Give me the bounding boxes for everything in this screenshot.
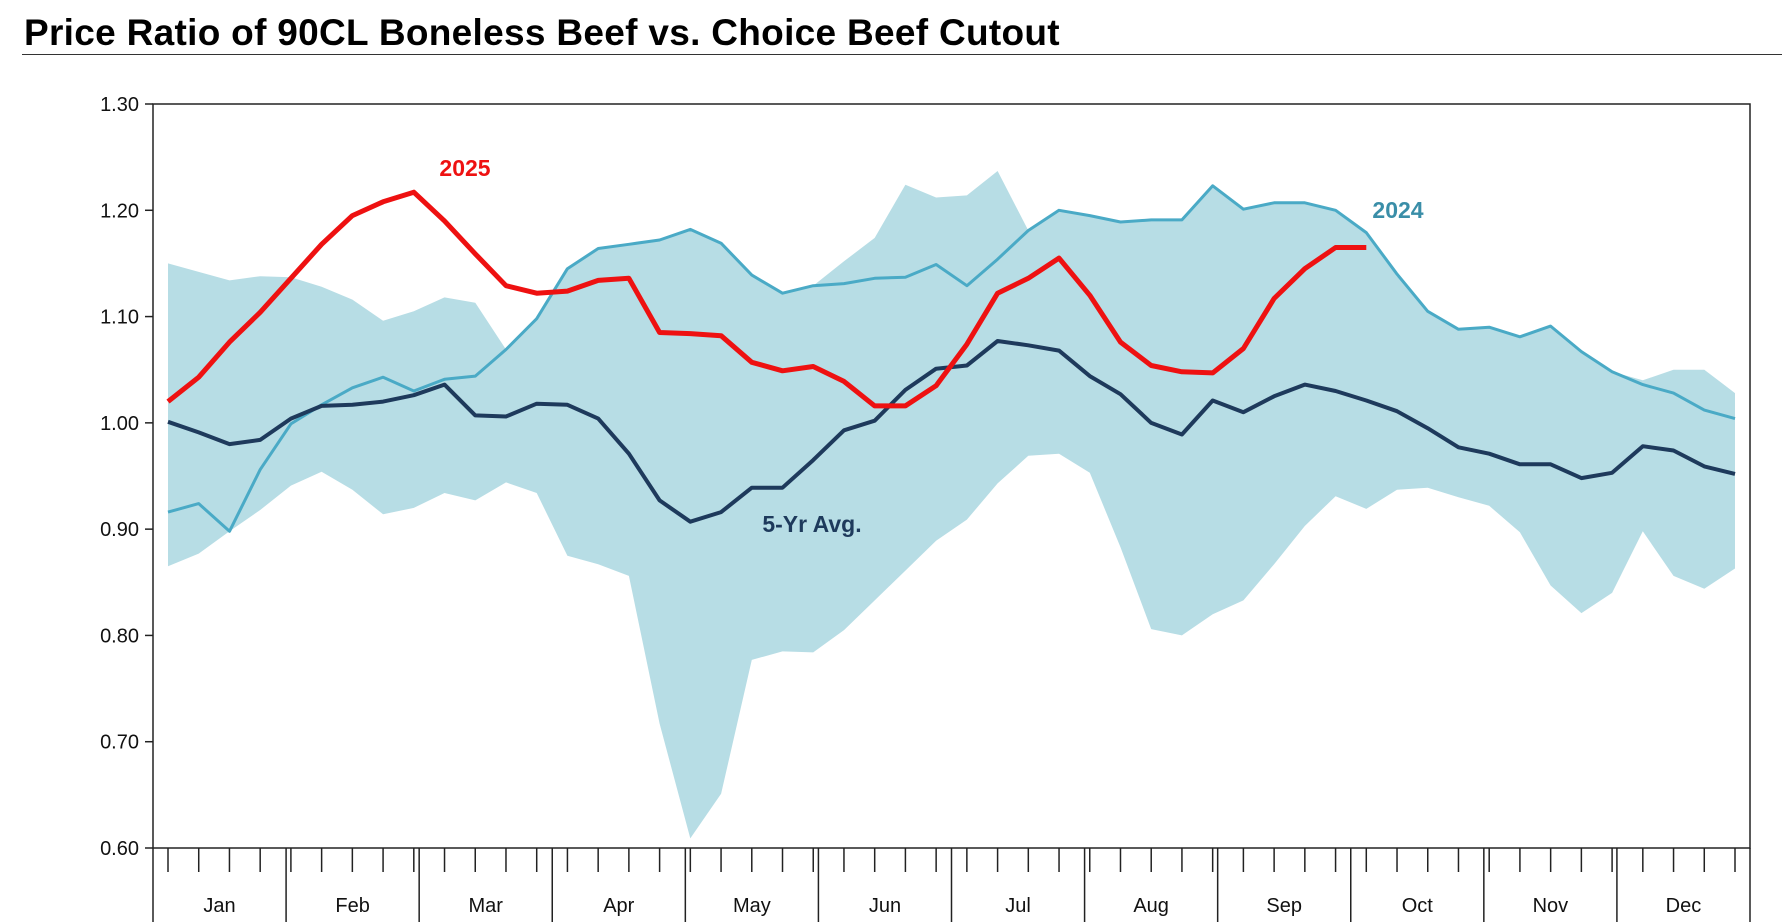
- title-divider: [22, 54, 1782, 55]
- y-tick-label: 0.60: [100, 838, 139, 860]
- series-2025-line: [166, 189, 1367, 409]
- x-month-label: Sep: [1266, 895, 1302, 917]
- annotation-layer: 2025 2024 5-Yr Avg.: [439, 155, 1423, 537]
- series-layer: [166, 184, 1736, 533]
- x-month-label: Dec: [1666, 895, 1702, 917]
- x-month-label: Jun: [869, 895, 901, 917]
- x-month-label: Jan: [203, 895, 235, 917]
- range-band-area: [168, 171, 1735, 839]
- chart-title: Price Ratio of 90CL Boneless Beef vs. Ch…: [24, 12, 1060, 53]
- label-5yr-avg: 5-Yr Avg.: [762, 511, 861, 537]
- x-month-label: Nov: [1533, 895, 1569, 917]
- x-month-label: Apr: [603, 895, 634, 917]
- x-month-label: Aug: [1133, 895, 1169, 917]
- y-axis-ticks: 1.30 1.20 1.10 1.00 0.90 0.80 0.70 0.60: [100, 94, 153, 860]
- x-month-label: Jul: [1005, 895, 1031, 917]
- label-2025: 2025: [439, 155, 490, 181]
- label-2024: 2024: [1372, 197, 1423, 223]
- range-band-layer: [168, 171, 1735, 839]
- y-tick-label: 0.70: [100, 732, 139, 754]
- y-tick-label: 1.20: [100, 200, 139, 222]
- y-tick-label: 0.90: [100, 519, 139, 541]
- x-month-label: May: [733, 895, 771, 917]
- y-tick-label: 1.10: [100, 307, 139, 329]
- series-2024-line: [167, 184, 1736, 533]
- x-month-label: Mar: [468, 895, 503, 917]
- x-month-label: Oct: [1402, 895, 1434, 917]
- x-axis-ticks: Jan Feb Mar Apr May Jun Jul Aug Sep Oct Nov Dec: [152, 848, 1751, 922]
- y-tick-label: 1.00: [100, 413, 139, 435]
- y-tick-label: 1.30: [100, 94, 139, 116]
- y-tick-label: 0.80: [100, 625, 139, 647]
- x-month-label: Feb: [335, 895, 369, 917]
